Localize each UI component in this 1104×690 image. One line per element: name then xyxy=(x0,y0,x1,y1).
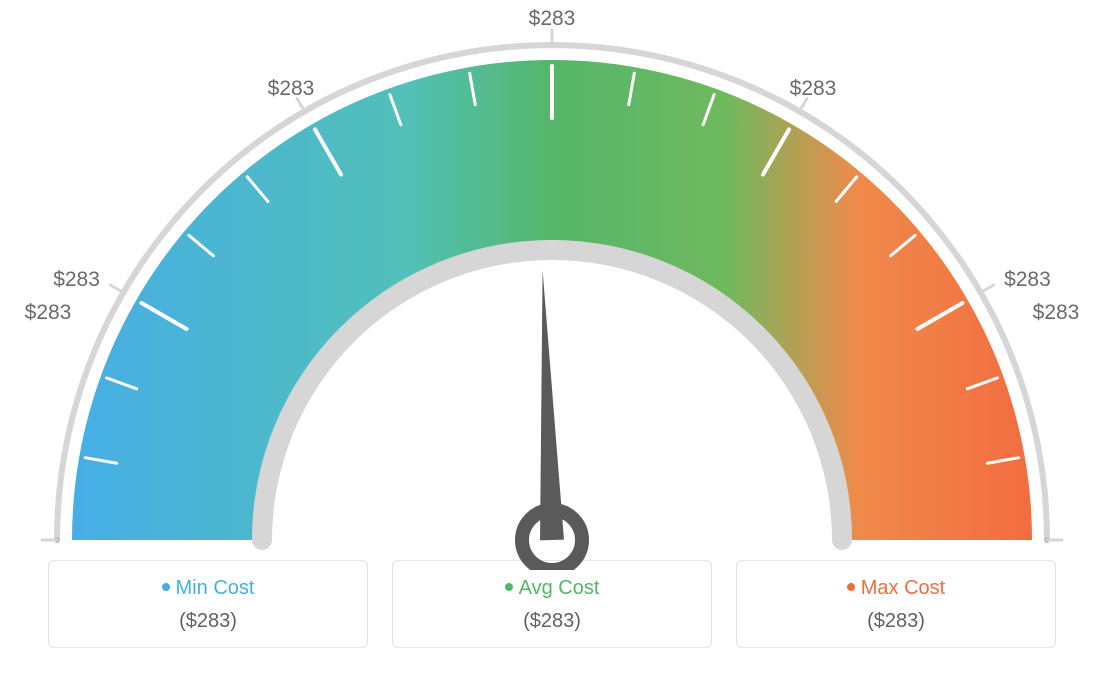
legend-title-text: Avg Cost xyxy=(519,577,600,599)
legend-value-avg: ($283) xyxy=(405,610,699,633)
legend-card-min: Min Cost ($283) xyxy=(48,560,368,648)
legend-card-max: Max Cost ($283) xyxy=(736,560,1056,648)
legend-title-min: Min Cost xyxy=(61,577,355,600)
legend-title-text: Min Cost xyxy=(176,577,255,599)
legend-value-min: ($283) xyxy=(61,610,355,633)
svg-text:$283: $283 xyxy=(53,268,100,291)
svg-text:$283: $283 xyxy=(1033,301,1080,324)
svg-text:$283: $283 xyxy=(790,77,837,100)
dot-icon xyxy=(847,583,855,591)
dot-icon xyxy=(505,583,513,591)
dot-icon xyxy=(162,583,170,591)
legend-title-text: Max Cost xyxy=(861,577,945,599)
svg-text:$283: $283 xyxy=(25,301,72,324)
legend-title-max: Max Cost xyxy=(749,577,1043,600)
legend-value-max: ($283) xyxy=(749,610,1043,633)
legend-card-avg: Avg Cost ($283) xyxy=(392,560,712,648)
svg-text:$283: $283 xyxy=(268,77,315,100)
gauge-chart: $283 $283 $283 $283 $283 $283 $283 xyxy=(0,0,1104,560)
legend-row: Min Cost ($283) Avg Cost ($283) Max Cost… xyxy=(0,560,1104,648)
gauge-svg: $283 $283 $283 $283 $283 $283 $283 xyxy=(0,0,1104,570)
svg-text:$283: $283 xyxy=(1004,268,1051,291)
legend-title-avg: Avg Cost xyxy=(405,577,699,600)
svg-text:$283: $283 xyxy=(529,7,576,30)
